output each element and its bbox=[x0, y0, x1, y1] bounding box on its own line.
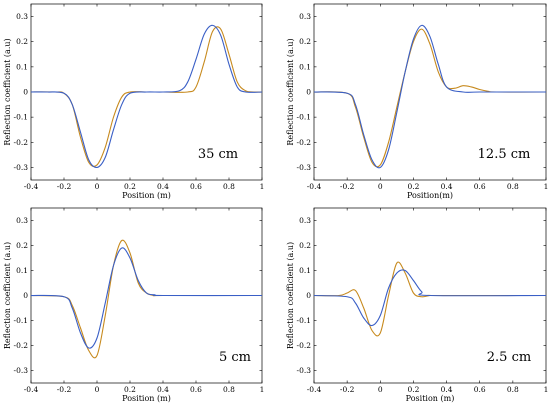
x-tick-label: 0.8 bbox=[507, 385, 519, 394]
y-tick-label: 0 bbox=[23, 88, 28, 97]
x-tick-label: 0.4 bbox=[157, 385, 169, 394]
x-axis-label: Position (m) bbox=[122, 394, 171, 403]
x-tick-label: -0.2 bbox=[340, 182, 355, 191]
x-axis-label: Position(m) bbox=[407, 191, 453, 200]
x-tick-label: 0.8 bbox=[223, 385, 235, 394]
y-tick-label: 0.2 bbox=[299, 241, 311, 250]
x-tick-label: 0.6 bbox=[474, 182, 486, 191]
x-tick-label: -0.2 bbox=[340, 385, 355, 394]
x-tick-label: 1 bbox=[260, 182, 265, 191]
x-tick-label: 0.4 bbox=[157, 182, 169, 191]
y-axis-label: Reflection coefficient (a.u) bbox=[3, 242, 12, 349]
panel-annotation: 12.5 cm bbox=[478, 147, 531, 162]
series-line-blue bbox=[313, 24, 546, 169]
y-tick-label: -0.1 bbox=[297, 113, 311, 122]
x-tick-label: 0.2 bbox=[124, 385, 136, 394]
y-tick-label: -0.2 bbox=[297, 138, 312, 147]
x-tick-label: 0.2 bbox=[407, 182, 419, 191]
y-tick-label: 0 bbox=[306, 88, 311, 97]
x-axis-label: Position (m) bbox=[122, 191, 171, 200]
x-tick-label: 0.4 bbox=[441, 385, 453, 394]
x-tick-label: 0 bbox=[378, 182, 383, 191]
x-tick-label: 0.8 bbox=[223, 182, 235, 191]
x-tick-label: -0.4 bbox=[24, 385, 39, 394]
y-tick-label: 0 bbox=[23, 291, 28, 300]
x-tick-label: 1 bbox=[544, 385, 549, 394]
x-tick-label: 0.2 bbox=[407, 385, 419, 394]
y-tick-label: 0.2 bbox=[299, 37, 311, 46]
series-line-orange bbox=[30, 26, 263, 167]
y-tick-label: 0.1 bbox=[299, 62, 311, 71]
x-axis-label: Position (m) bbox=[406, 394, 455, 403]
y-axis-label: Reflection coefficient (a.u) bbox=[286, 38, 295, 145]
x-tick-label: 0.6 bbox=[474, 385, 486, 394]
y-tick-label: -0.3 bbox=[297, 163, 312, 172]
y-tick-label: 0.1 bbox=[16, 62, 28, 71]
y-tick-label: -0.3 bbox=[14, 366, 29, 375]
y-tick-label: 0 bbox=[306, 291, 311, 300]
y-tick-label: 0.1 bbox=[299, 266, 311, 275]
series-line-orange bbox=[30, 239, 262, 359]
series-line-blue bbox=[30, 24, 263, 169]
x-tick-label: -0.2 bbox=[57, 385, 72, 394]
panel-annotation: 35 cm bbox=[198, 147, 238, 162]
y-tick-label: 0.3 bbox=[299, 216, 311, 225]
y-tick-label: -0.3 bbox=[14, 163, 29, 172]
x-tick-label: 0 bbox=[378, 385, 383, 394]
y-tick-label: 0.3 bbox=[16, 12, 28, 21]
x-tick-label: 1 bbox=[260, 385, 265, 394]
x-tick-label: -0.4 bbox=[307, 385, 322, 394]
x-tick-label: -0.2 bbox=[57, 182, 72, 191]
x-tick-label: -0.4 bbox=[24, 182, 39, 191]
panel-annotation: 2.5 cm bbox=[487, 350, 531, 365]
chart-panel-3: -0.4 -0.2 0 0.2 0.4 0.6 0.8 1 -0.3 -0.2 -0.1 0 0.1 0.… bbox=[3, 207, 265, 403]
y-tick-label: -0.1 bbox=[14, 113, 28, 122]
y-tick-label: 0.2 bbox=[16, 241, 28, 250]
x-tick-label: 0.6 bbox=[190, 182, 202, 191]
y-tick-label: 0.3 bbox=[16, 216, 28, 225]
y-axis-label: Reflection coefficient (a.u) bbox=[3, 38, 12, 145]
y-tick-label: 0.3 bbox=[299, 12, 311, 21]
panel-annotation: 5 cm bbox=[219, 350, 251, 365]
x-tick-label: -0.4 bbox=[307, 182, 322, 191]
x-tick-label: 0 bbox=[95, 182, 100, 191]
x-tick-label: 0 bbox=[95, 385, 100, 394]
series-line-orange bbox=[313, 28, 547, 168]
x-tick-label: 1 bbox=[544, 182, 549, 191]
chart-panel-2: -0.4 -0.2 0 0.2 0.4 0.6 0.8 1 -0.3 -0.2 -0.1 0 0.1 0.… bbox=[286, 3, 549, 200]
x-tick-label: 0.8 bbox=[507, 182, 519, 191]
y-tick-label: -0.2 bbox=[14, 138, 29, 147]
y-tick-label: -0.1 bbox=[14, 316, 28, 325]
y-tick-label: 0.2 bbox=[16, 37, 28, 46]
y-tick-label: -0.1 bbox=[297, 316, 311, 325]
chart-panel-1: -0.4 -0.2 0 0.2 0.4 0.6 0.8 1 -0.3 -0.2 -0.1 0 0.1 0.… bbox=[3, 3, 265, 200]
y-tick-label: 0.1 bbox=[16, 266, 28, 275]
x-tick-label: 0.4 bbox=[441, 182, 453, 191]
y-tick-label: -0.2 bbox=[14, 341, 29, 350]
y-tick-label: -0.3 bbox=[297, 366, 312, 375]
series-line-blue bbox=[313, 269, 547, 327]
y-axis-label: Reflection coefficient (a.u) bbox=[286, 242, 295, 349]
x-tick-label: 0.6 bbox=[190, 385, 202, 394]
chart-panel-4: -0.4 -0.2 0 0.2 0.4 0.6 0.8 1 -0.3 -0.2 -0.1 0 0.1 0.… bbox=[286, 207, 549, 403]
x-tick-label: 0.2 bbox=[124, 182, 136, 191]
series-line-blue bbox=[30, 247, 263, 349]
y-tick-label: -0.2 bbox=[297, 341, 312, 350]
series-line-orange bbox=[313, 261, 546, 337]
